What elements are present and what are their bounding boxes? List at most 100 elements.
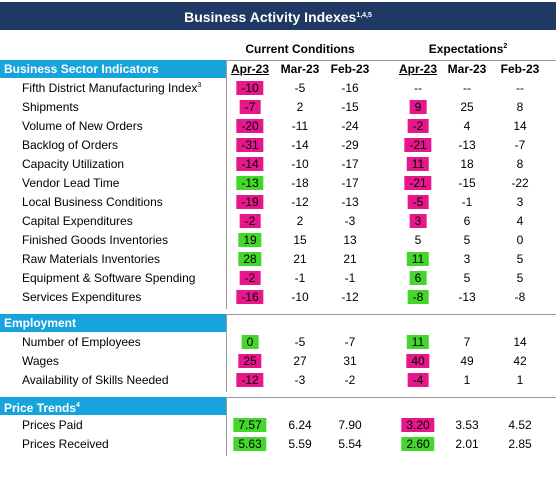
value-cell: 4.52: [508, 418, 531, 432]
value-cell: -12: [291, 195, 308, 209]
value-cell: -3: [345, 214, 356, 228]
value-cell: --: [463, 81, 471, 95]
value: -5: [294, 335, 306, 349]
row-note: 3: [197, 82, 202, 89]
value: 11: [406, 252, 430, 266]
row-label-text: Fifth District Manufacturing Index: [22, 81, 198, 95]
section-header: Price Trends4: [0, 397, 226, 415]
value: 4: [463, 119, 471, 133]
row-label: Vendor Lead Time: [22, 176, 119, 190]
value: 5: [463, 233, 471, 247]
value: -16: [341, 81, 359, 95]
value: -13: [458, 290, 476, 304]
row-label: Finished Goods Inventories: [22, 233, 168, 247]
value: 5.63: [233, 437, 267, 451]
value-cell: 28: [238, 252, 262, 266]
value-cell: 49: [460, 354, 473, 368]
value-cell: 7: [464, 335, 471, 349]
row-label-text: Prices Paid: [22, 418, 83, 432]
row-label: Number of Employees: [22, 335, 141, 349]
row-label-text: Vendor Lead Time: [22, 176, 120, 190]
value-cell: -1: [345, 271, 356, 285]
value: --: [516, 81, 524, 95]
section-divider: [226, 397, 227, 456]
section-divider: [226, 60, 227, 309]
value-cell: 11: [406, 252, 430, 266]
value-cell: 5.59: [288, 437, 311, 451]
value: -17: [341, 176, 359, 190]
value: -7: [514, 138, 526, 152]
value-cell: -18: [291, 176, 308, 190]
value: 11: [406, 335, 430, 349]
value-cell: 19: [238, 233, 262, 247]
value: 19: [238, 233, 262, 247]
value-cell: -2: [345, 373, 356, 387]
value-cell: 2: [297, 214, 304, 228]
value-cell: -3: [295, 373, 306, 387]
value: 40: [406, 354, 430, 368]
value-cell: 5.54: [338, 437, 361, 451]
value: -15: [341, 100, 359, 114]
value: 3: [516, 195, 524, 209]
row-label: Raw Materials Inventories: [22, 252, 160, 266]
value-cell: 25: [238, 354, 262, 368]
row-label: Volume of New Orders: [22, 119, 143, 133]
value: 11: [406, 157, 430, 171]
value-cell: 3: [517, 195, 524, 209]
value-cell: -14: [291, 138, 308, 152]
value-cell: 8: [517, 157, 524, 171]
value-cell: -13: [458, 138, 475, 152]
value: -7: [239, 100, 261, 114]
row-label-text: Shipments: [22, 100, 79, 114]
value: -12: [291, 195, 309, 209]
value: -21: [404, 176, 432, 190]
section-title: Price Trends: [4, 401, 77, 415]
value: -2: [344, 373, 356, 387]
value: 4: [516, 214, 524, 228]
value-cell: 25: [460, 100, 473, 114]
value-cell: -17: [341, 157, 358, 171]
value: -1: [461, 195, 473, 209]
value-cell: 2.60: [401, 437, 435, 451]
section-divider: [226, 314, 227, 392]
value: 0: [241, 335, 259, 349]
group-label: Current Conditions: [245, 42, 355, 56]
value-cell: -20: [236, 119, 264, 133]
row-label-text: Finished Goods Inventories: [22, 233, 169, 247]
value: 3: [409, 214, 427, 228]
row-label: Backlog of Orders: [22, 138, 118, 152]
value: -8: [407, 290, 429, 304]
value-cell: --: [516, 81, 524, 95]
value: -31: [236, 138, 264, 152]
value-cell: -5: [295, 335, 306, 349]
value: -13: [458, 138, 476, 152]
value-cell: -8: [407, 290, 429, 304]
value-cell: -4: [407, 373, 429, 387]
row-label: Prices Received: [22, 437, 109, 451]
value: 6.24: [288, 418, 312, 432]
value: 49: [460, 354, 474, 368]
row-label: Services Expenditures: [22, 290, 141, 304]
value: 31: [343, 354, 357, 368]
value: -2: [407, 119, 429, 133]
value-cell: -21: [404, 176, 432, 190]
section-rule: [0, 314, 556, 315]
value-cell: -7: [515, 138, 526, 152]
group-header: Current Conditions: [245, 42, 354, 56]
value-cell: -15: [458, 176, 475, 190]
value: -2: [239, 271, 261, 285]
row-label: Availability of Skills Needed: [22, 373, 169, 387]
value-cell: 27: [293, 354, 306, 368]
value-cell: -13: [341, 195, 358, 209]
value: -18: [291, 176, 309, 190]
value-cell: 13: [343, 233, 356, 247]
value-cell: 6: [409, 271, 427, 285]
value: 5.59: [288, 437, 312, 451]
row-label: Capacity Utilization: [22, 157, 124, 171]
value: 5: [414, 233, 422, 247]
section-title: Employment: [4, 316, 77, 330]
value-cell: 3: [464, 252, 471, 266]
value: 14: [513, 119, 527, 133]
value-cell: -11: [292, 119, 308, 133]
value: -13: [236, 176, 264, 190]
